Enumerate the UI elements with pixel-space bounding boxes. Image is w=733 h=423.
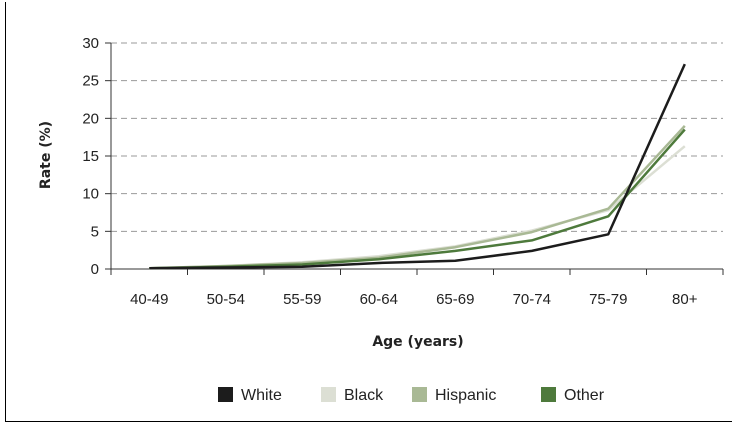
legend-swatch-black [321,387,336,402]
legend-swatch-other [541,387,556,402]
legend-label-white: White [241,387,282,404]
legend-label-hispanic: Hispanic [435,387,496,404]
gridlines [111,42,723,232]
y-tick-label: 5 [91,223,99,240]
y-tick-label: 20 [82,110,99,127]
x-tick-label: 50-54 [207,291,245,308]
x-tick-label: 65-69 [436,291,474,308]
series-line-white [149,63,686,270]
series-line-other [149,128,686,270]
x-tick-label: 80+ [672,291,698,308]
chart-frame: 0 5 10 15 20 25 30 40-49 50-54 55-59 60-64 65-69 70-… [5,2,732,422]
axes: 0 5 10 15 20 25 30 40-49 50-54 55-59 60-64 65-69 70-… [82,35,724,308]
y-tick-label: 25 [82,73,99,90]
y-tick-label: 0 [91,261,99,278]
legend-swatch-white [218,387,233,402]
line-chart: 0 5 10 15 20 25 30 40-49 50-54 55-59 60-64 65-69 70-… [38,35,724,404]
x-tick-label: 60-64 [360,291,398,308]
legend-swatch-hispanic [412,387,427,402]
x-tick-label: 70-74 [513,291,551,308]
y-tick-label: 15 [82,148,99,165]
y-axis-title: Rate (%) [38,121,54,189]
x-tick-label: 75-79 [589,291,627,308]
series-line-hispanic [149,125,686,270]
series-line-black [149,145,686,270]
series-lines [149,63,686,270]
y-tick-label: 30 [82,35,99,52]
legend-label-black: Black [344,387,384,404]
x-tick-label: 40-49 [130,291,168,308]
legend: White Black Hispanic Other [218,387,605,404]
y-tick-label: 10 [82,186,99,203]
legend-label-other: Other [564,387,605,404]
x-tick-label: 55-59 [283,291,321,308]
x-axis-title: Age (years) [372,334,463,350]
